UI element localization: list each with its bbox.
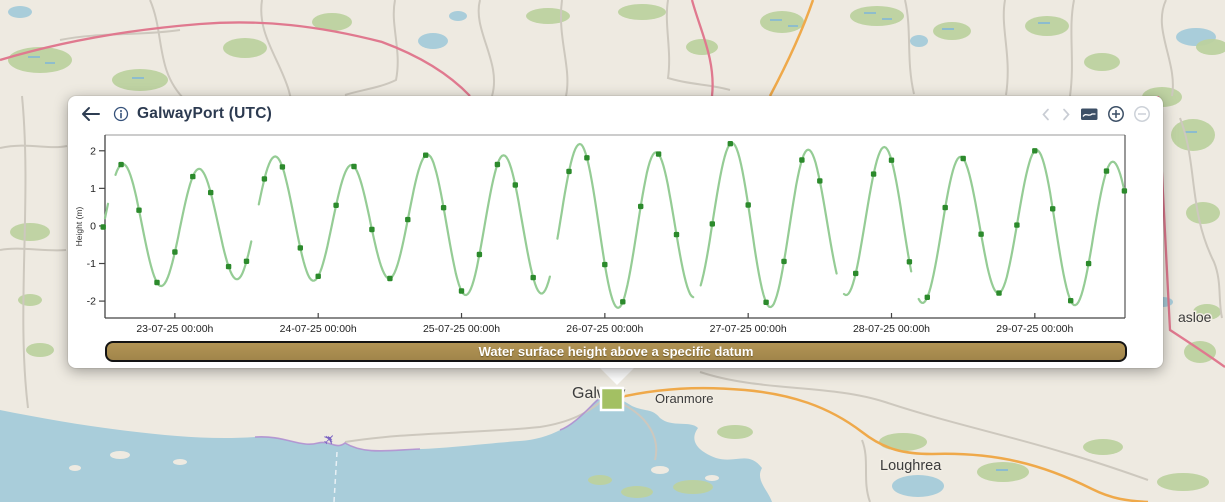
svg-text:Height (m): Height (m) xyxy=(74,207,84,247)
map-coast-route xyxy=(254,397,601,452)
svg-text:28-07-25 00:00h: 28-07-25 00:00h xyxy=(853,323,930,335)
map-wetland-marks xyxy=(28,12,1197,471)
svg-text:26-07-25 00:00h: 26-07-25 00:00h xyxy=(566,323,643,335)
map-label-loughrea: Loughrea xyxy=(880,458,942,474)
svg-text:23-07-25 00:00h: 23-07-25 00:00h xyxy=(136,323,213,335)
popup-tail xyxy=(598,366,636,385)
svg-text:29-07-25 00:00h: 29-07-25 00:00h xyxy=(996,323,1073,335)
svg-text:27-07-25 00:00h: 27-07-25 00:00h xyxy=(710,323,787,335)
svg-text:0: 0 xyxy=(90,220,96,232)
station-marker[interactable] xyxy=(599,386,625,412)
map-label-oranmore: Oranmore xyxy=(655,391,714,406)
zoom-out-icon[interactable] xyxy=(1131,103,1153,125)
panel-header: GalwayPort (UTC) xyxy=(78,101,1153,127)
map-roads-orange xyxy=(615,0,1149,502)
station-popup-panel: -2 -1 0 1 2 23-07-25 00:00h 24-07-25 00:00h 25-… xyxy=(68,96,1163,368)
map-islands xyxy=(69,451,719,481)
svg-text:24-07-25 00:00h: 24-07-25 00:00h xyxy=(280,323,357,335)
map-sea xyxy=(0,396,772,502)
svg-text:-1: -1 xyxy=(87,258,96,270)
chart-description-banner: Water surface height above a specific da… xyxy=(105,341,1127,362)
arrow-left-icon xyxy=(82,107,100,121)
export-image-icon[interactable] xyxy=(1078,104,1101,124)
zoom-in-icon[interactable] xyxy=(1105,103,1127,125)
svg-text:25-07-25 00:00h: 25-07-25 00:00h xyxy=(423,323,500,335)
info-icon[interactable] xyxy=(111,104,131,124)
back-button[interactable] xyxy=(78,104,103,124)
next-chevron-icon[interactable] xyxy=(1058,105,1074,124)
svg-text:1: 1 xyxy=(90,183,96,195)
prev-chevron-icon[interactable] xyxy=(1038,105,1054,124)
svg-text:-2: -2 xyxy=(87,296,96,308)
svg-text:2: 2 xyxy=(90,145,96,157)
tide-chart[interactable]: -2 -1 0 1 2 23-07-25 00:00h 24-07-25 00:00h 25-… xyxy=(68,96,1163,340)
panel-title: GalwayPort (UTC) xyxy=(137,105,272,122)
map-label-ballinasloe-fragment: asloe xyxy=(1178,309,1212,325)
